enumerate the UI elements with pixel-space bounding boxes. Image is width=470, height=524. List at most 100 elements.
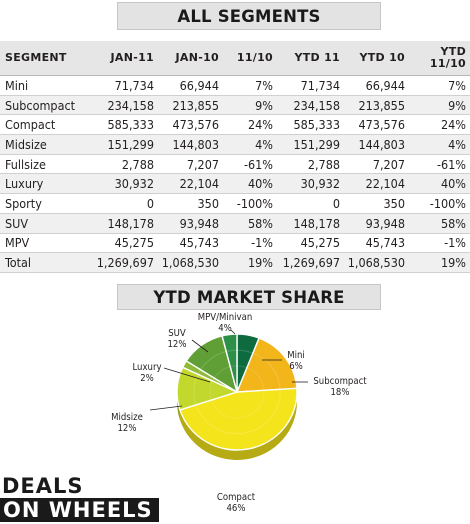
value-cell: 9% xyxy=(223,95,277,116)
value-cell: 234,158 xyxy=(277,95,344,116)
logo-line-2: ON WHEELS xyxy=(0,498,159,522)
value-cell: 9% xyxy=(409,95,470,116)
value-cell: 40% xyxy=(223,173,277,195)
value-cell: 1,269,697 xyxy=(277,252,344,273)
leader-line xyxy=(149,405,183,411)
slice-label: Mini 6% xyxy=(287,350,305,372)
table-row: Compact 585,333 473,576 24% 585,333 473,576 24… xyxy=(0,114,470,136)
table-header-row: SEGMENT JAN-11 JAN-10 11/10 YTD 11 YTD 10 YTD … xyxy=(0,41,470,76)
value-cell: 350 xyxy=(344,193,409,214)
value-cell: 7,207 xyxy=(344,154,409,175)
slice-label: SUV 12% xyxy=(168,328,187,350)
value-cell: 93,948 xyxy=(158,213,223,234)
value-cell: 144,803 xyxy=(344,134,409,155)
value-cell: 30,932 xyxy=(92,173,158,195)
table-body: Mini 71,734 66,944 7% 71,734 66,944 7% Subcompa… xyxy=(0,75,470,273)
value-cell: 22,104 xyxy=(344,173,409,195)
segment-name-cell: Total xyxy=(0,252,92,273)
deals-on-wheels-logo: DEALS ON WHEELS xyxy=(0,474,165,522)
value-cell: 19% xyxy=(409,252,470,273)
table-row: Luxury 30,932 22,104 40% 30,932 22,104 40% xyxy=(0,173,470,195)
value-cell: 7,207 xyxy=(158,154,223,175)
pie-highlight-ring xyxy=(209,365,265,419)
value-cell: 585,333 xyxy=(92,114,158,136)
column-header: JAN-10 xyxy=(175,51,219,64)
value-cell: 24% xyxy=(223,114,277,136)
segments-table: SEGMENT JAN-11 JAN-10 11/10 YTD 11 YTD 10 YTD … xyxy=(0,41,470,273)
leader-line xyxy=(163,367,211,383)
leader-line xyxy=(230,329,236,335)
value-cell: 19% xyxy=(223,252,277,273)
segment-name-cell: Mini xyxy=(0,75,92,96)
leader-line xyxy=(191,339,209,353)
segment-name-cell: SUV xyxy=(0,213,92,234)
value-cell: 30,932 xyxy=(277,173,344,195)
value-cell: 213,855 xyxy=(158,95,223,116)
value-cell: 45,275 xyxy=(277,233,344,254)
slice-label: MPV/Minivan 4% xyxy=(198,312,253,334)
pie-slice-subcompact xyxy=(235,337,298,393)
value-cell: 148,178 xyxy=(277,213,344,234)
value-cell: 2,788 xyxy=(92,154,158,175)
value-cell: 58% xyxy=(409,213,470,234)
table-row: Total 1,269,697 1,068,530 19% 1,269,697 1,068… xyxy=(0,252,470,273)
value-cell: 151,299 xyxy=(277,134,344,155)
table-row: Mini 71,734 66,944 7% 71,734 66,944 7% xyxy=(0,75,470,96)
segment-name-cell: Subcompact xyxy=(0,95,92,116)
value-cell: 22,104 xyxy=(158,173,223,195)
value-cell: 45,743 xyxy=(344,233,409,254)
table-row: Sporty 0 350 -100% 0 350 -100% xyxy=(0,193,470,214)
value-cell: -1% xyxy=(223,233,277,254)
all-segments-banner: ALL SEGMENTS xyxy=(117,2,381,30)
value-cell: 1,269,697 xyxy=(92,252,158,273)
segment-name-cell: Midsize xyxy=(0,134,92,155)
value-cell: 234,158 xyxy=(92,95,158,116)
value-cell: -100% xyxy=(223,193,277,214)
slice-label: Subcompact 18% xyxy=(313,376,367,398)
pie-highlight-ring xyxy=(193,349,281,435)
pie-svg: Mini 6% Subcompact 18% Compact 46% Midsize 12% L… xyxy=(111,312,367,514)
value-cell: 213,855 xyxy=(344,95,409,116)
value-cell: 24% xyxy=(409,114,470,136)
table-row: SUV 148,178 93,948 58% 148,178 93,948 58% xyxy=(0,213,470,234)
value-cell: -61% xyxy=(409,154,470,175)
value-cell: 45,275 xyxy=(92,233,158,254)
table-row: MPV 45,275 45,743 -1% 45,275 45,743 -1% xyxy=(0,233,470,254)
segment-name-cell: Fullsize xyxy=(0,154,92,175)
value-cell: 0 xyxy=(277,193,344,214)
segment-name-cell: Compact xyxy=(0,114,92,136)
value-cell: -1% xyxy=(409,233,470,254)
market-share-banner: YTD MARKET SHARE xyxy=(117,284,381,310)
slice-label: Midsize 12% xyxy=(111,412,143,434)
table-row: Subcompact 234,158 213,855 9% 234,158 213,855… xyxy=(0,95,470,116)
value-cell: 0 xyxy=(92,193,158,214)
column-header: YTD 11/10 xyxy=(429,45,466,70)
segment-name-cell: MPV xyxy=(0,233,92,254)
segment-name-cell: Sporty xyxy=(0,193,92,214)
value-cell: 473,576 xyxy=(158,114,223,136)
logo-line-1: DEALS xyxy=(2,474,84,498)
value-cell: 71,734 xyxy=(92,75,158,96)
value-cell: 2,788 xyxy=(277,154,344,175)
value-cell: 93,948 xyxy=(344,213,409,234)
value-cell: 66,944 xyxy=(158,75,223,96)
value-cell: 4% xyxy=(223,134,277,155)
value-cell: 7% xyxy=(409,75,470,96)
value-cell: 350 xyxy=(158,193,223,214)
value-cell: 585,333 xyxy=(277,114,344,136)
value-cell: 7% xyxy=(223,75,277,96)
segment-name-cell: Luxury xyxy=(0,173,92,195)
pie-slice-mpv-minivan xyxy=(221,333,238,393)
value-cell: 148,178 xyxy=(92,213,158,234)
value-cell: 1,068,530 xyxy=(158,252,223,273)
value-cell: -61% xyxy=(223,154,277,175)
value-cell: 45,743 xyxy=(158,233,223,254)
column-header: YTD 10 xyxy=(359,51,405,64)
value-cell: 58% xyxy=(223,213,277,234)
value-cell: 151,299 xyxy=(92,134,158,155)
value-cell: -100% xyxy=(409,193,470,214)
pie-slice-compact xyxy=(179,387,298,451)
column-header: JAN-11 xyxy=(110,51,154,64)
table-row: Fullsize 2,788 7,207 -61% 2,788 7,207 -61% xyxy=(0,154,470,175)
value-cell: 40% xyxy=(409,173,470,195)
